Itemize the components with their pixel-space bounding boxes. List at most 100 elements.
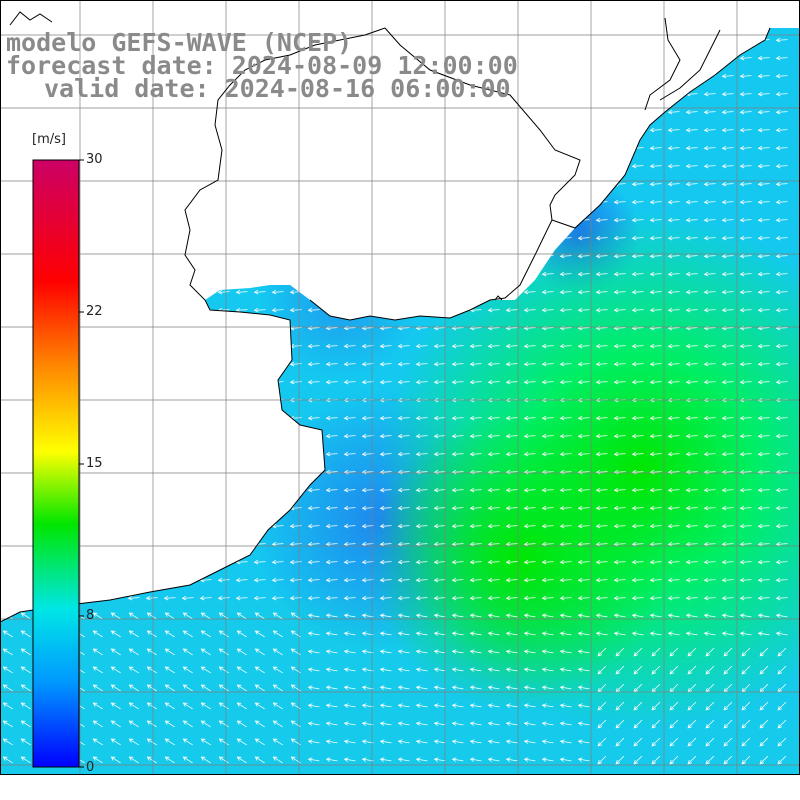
wind-arrow — [253, 451, 266, 457]
wind-arrow — [631, 469, 644, 475]
wind-arrow — [343, 577, 356, 583]
wind-arrow — [667, 145, 680, 151]
wind-arrow — [217, 523, 230, 529]
wind-arrow — [415, 739, 428, 744]
wind-arrow — [757, 487, 770, 493]
wind-arrow — [451, 271, 464, 277]
wind-arrow — [20, 702, 31, 710]
wind-arrow — [775, 109, 788, 115]
wind-arrow — [723, 755, 733, 765]
wind-arrow — [649, 361, 662, 367]
wind-arrow — [487, 649, 500, 654]
wind-arrow — [1, 415, 14, 421]
wind-arrow — [91, 415, 104, 421]
wind-arrow — [577, 361, 590, 367]
wind-arrow — [199, 361, 212, 367]
wind-arrow — [325, 307, 338, 313]
wind-arrow — [559, 487, 572, 493]
wind-arrow — [685, 289, 698, 295]
wind-arrow — [685, 469, 698, 475]
wind-arrow — [325, 631, 338, 636]
wind-arrow — [110, 648, 121, 656]
wind-arrow — [127, 361, 140, 367]
title-forecast-date: forecast date: 2024-08-09 12:00:00 — [6, 51, 518, 80]
wind-arrow — [721, 109, 734, 115]
wind-arrow — [181, 559, 194, 565]
wind-arrow — [667, 415, 680, 421]
wind-arrow — [577, 649, 590, 654]
wind-arrow — [325, 181, 338, 187]
wind-arrow — [687, 737, 697, 747]
wind-arrow — [505, 631, 518, 636]
wind-arrow — [199, 253, 212, 259]
wind-arrow — [218, 738, 229, 746]
wind-arrow — [325, 559, 338, 565]
wind-arrow — [379, 37, 392, 43]
wind-arrow — [146, 738, 157, 746]
wind-arrow — [1, 541, 14, 547]
wind-arrow — [469, 613, 482, 618]
wind-arrow — [181, 181, 194, 187]
wind-arrow — [254, 720, 265, 728]
wind-arrow — [613, 469, 626, 475]
wind-arrow — [505, 649, 518, 654]
wind-arrow — [91, 181, 104, 187]
colorbar-unit: [m/s] — [32, 132, 66, 147]
wind-arrow — [687, 719, 697, 729]
wind-arrow — [397, 451, 410, 457]
wind-arrow — [469, 271, 482, 277]
wind-arrow — [415, 343, 428, 349]
wind-arrow — [559, 577, 572, 583]
wind-arrow — [523, 649, 536, 654]
wind-arrow — [739, 487, 752, 493]
wind-arrow — [577, 721, 590, 726]
wind-arrow — [163, 433, 176, 439]
wind-arrow — [379, 505, 392, 511]
wind-arrow — [127, 595, 140, 601]
wind-arrow — [110, 630, 121, 638]
wind-arrow — [559, 469, 572, 475]
wind-arrow — [217, 559, 230, 565]
wind-arrow — [379, 379, 392, 385]
wind-arrow — [379, 487, 392, 493]
wind-arrow — [415, 487, 428, 493]
wind-arrow — [91, 577, 104, 583]
wind-arrow — [505, 577, 518, 583]
wind-arrow — [739, 361, 752, 367]
wind-arrow — [595, 415, 608, 421]
wind-arrow — [253, 595, 266, 601]
wind-arrow — [541, 271, 554, 277]
wind-arrow — [127, 307, 140, 313]
wind-arrow — [433, 577, 446, 583]
wind-arrow — [182, 738, 193, 746]
wind-arrow — [703, 577, 716, 583]
wind-arrow — [505, 415, 518, 421]
wind-arrow — [343, 217, 356, 223]
wind-arrow — [433, 199, 446, 205]
wind-arrow — [379, 163, 392, 169]
wind-arrow — [199, 109, 212, 115]
wind-arrow — [307, 667, 320, 672]
wind-arrow — [487, 757, 500, 762]
wind-arrow — [19, 217, 32, 223]
wind-arrow — [235, 181, 248, 187]
wind-arrow — [2, 702, 13, 710]
wind-arrow — [559, 739, 572, 744]
wind-arrow — [164, 684, 175, 692]
wind-arrow — [1, 271, 14, 277]
wind-arrow — [523, 703, 536, 708]
wind-arrow — [235, 379, 248, 385]
wind-arrow — [109, 145, 122, 151]
wind-arrow — [146, 648, 157, 656]
wind-arrow — [289, 253, 302, 259]
wind-arrow — [109, 469, 122, 475]
wind-arrow — [741, 719, 751, 729]
wind-arrow — [777, 647, 787, 657]
wind-arrow — [379, 145, 392, 151]
wind-arrow — [541, 559, 554, 565]
wind-arrow — [739, 577, 752, 583]
wind-arrow — [271, 235, 284, 241]
wind-arrow — [163, 289, 176, 295]
wind-arrow — [325, 235, 338, 241]
wind-arrow — [487, 289, 500, 295]
